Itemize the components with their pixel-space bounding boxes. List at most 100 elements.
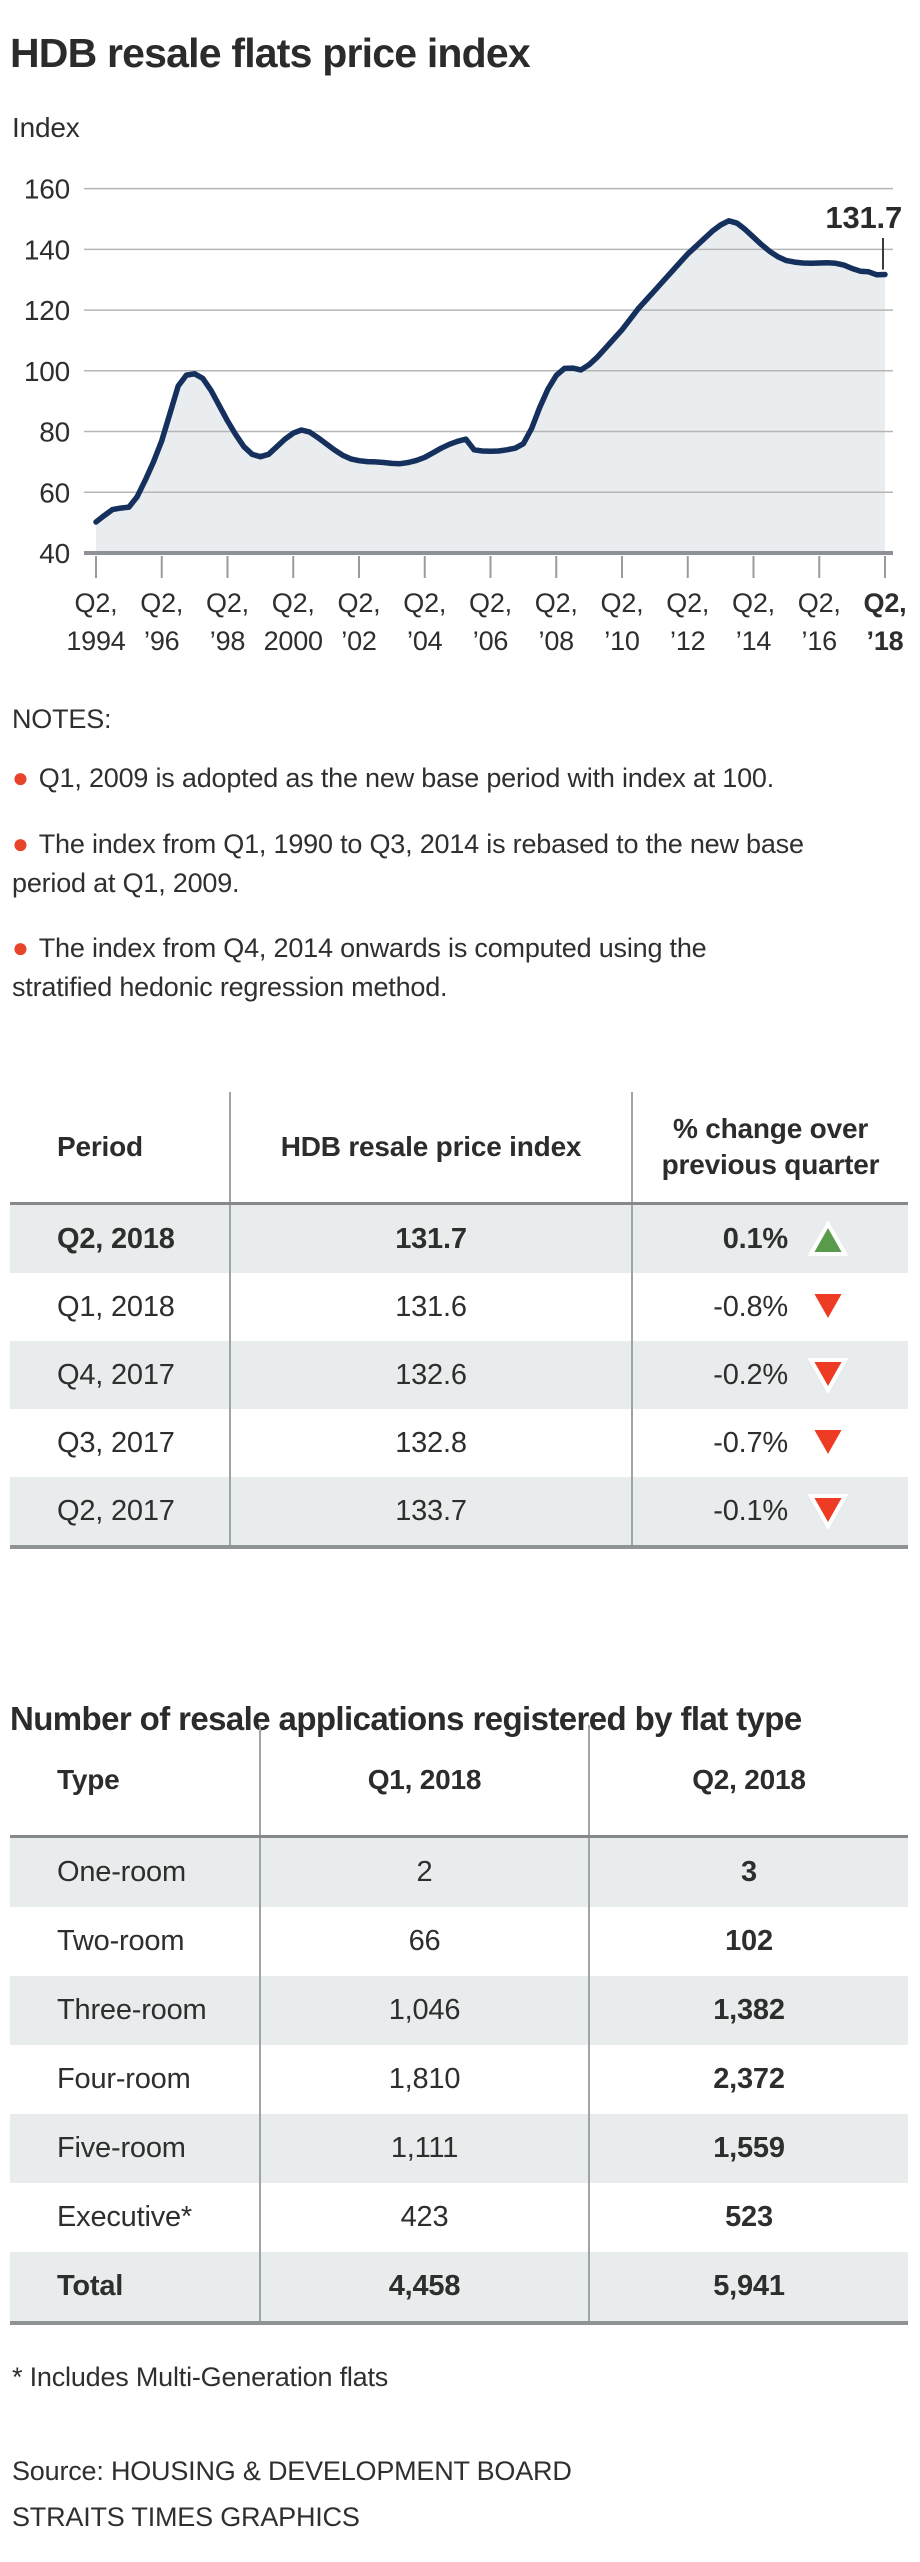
change-cell: -0.8% [631,1273,908,1341]
y-axis-tick-label: 160 [24,174,70,205]
applications-table-row: One-room 2 3 [10,1838,908,1907]
y-axis-tick-label: 120 [24,295,70,326]
q1-value-cell: 423 [259,2183,588,2252]
q2-value-cell: 1,559 [588,2114,908,2183]
down-triangle-icon [808,1426,848,1461]
price-table-row: Q4, 2017 132.6 -0.2% [10,1341,908,1409]
notes-section: NOTES: ● Q1, 2009 is adopted as the new b… [12,700,812,1032]
y-axis-tick-label: 40 [39,538,70,569]
source-line: Source: HOUSING & DEVELOPMENT BOARD [12,2456,572,2486]
applications-table-row: Five-room 1,111 1,559 [10,2114,908,2183]
price-table-body: Q2, 2018 131.7 0.1% Q1, 2018 131.6 -0.8% Q4, 2… [10,1202,908,1545]
index-cell: 133.7 [229,1477,631,1545]
x-axis-tick-label: Q2, ’14 [732,588,775,656]
applications-heading: Number of resale applications registered… [10,1700,802,1737]
credit-line: STRAITS TIMES GRAPHICS [12,2502,360,2533]
index-header: HDB resale price index [229,1092,631,1202]
down-triangle-icon [808,1494,848,1529]
q2-value-cell: 523 [588,2183,908,2252]
down-triangle-icon [808,1290,848,1325]
up-triangle-icon [808,1221,848,1256]
table-footnote: * Includes Multi-Generation flats [12,2362,389,2392]
period-cell: Q1, 2018 [57,1290,175,1323]
source-block: Source: HOUSING & DEVELOPMENT BOARD STRA… [12,2448,572,2541]
change-value: 0.1% [722,1222,789,1255]
type-cell: One-room [57,1856,186,1888]
index-cell: 132.6 [229,1341,631,1409]
note-item: ● The index from Q1, 1990 to Q3, 2014 is … [12,824,812,902]
down-triangle-icon [808,1358,848,1393]
x-axis-tick-label: Q2, ’02 [338,588,381,656]
change-value: -0.7% [713,1426,788,1459]
type-cell: Total [57,2270,124,2302]
note-text: Q1, 2009 is adopted as the new base peri… [38,763,775,794]
x-axis-tick-label: Q2, ’16 [798,588,841,656]
price-table-header: Period HDB resale price index % change o… [10,1092,908,1202]
q2-value-cell: 3 [588,1838,908,1907]
period-cell: Q2, 2018 [57,1222,175,1255]
latest-value-label: 131.7 [825,200,902,235]
page-title: HDB resale flats price index [10,30,531,76]
x-axis-tick-label: Q2, ’18 [864,588,907,656]
x-axis-tick-label: Q2, ’08 [535,588,578,656]
applications-table-row: Total 4,458 5,941 [10,2252,908,2321]
price-index-table: Period HDB resale price index % change o… [10,1092,908,1549]
bullet-icon: ● [12,762,29,794]
x-axis-tick-label: Q2, ’96 [140,588,183,656]
y-axis-tick-label: 60 [39,477,70,508]
q1-value-cell: 1,111 [259,2114,588,2183]
price-table-row: Q3, 2017 132.8 -0.7% [10,1409,908,1477]
price-table-row: Q2, 2018 131.7 0.1% [10,1205,908,1273]
q1-header: Q1, 2018 [259,1725,588,1835]
period-cell: Q2, 2017 [57,1494,175,1527]
applications-table-body: One-room 2 3 Two-room 66 102 Three-room 1,046 1,… [10,1835,908,2321]
q1-value-cell: 4,458 [259,2252,588,2321]
x-axis-tick-label: Q2, ’10 [601,588,644,656]
y-axis-title: Index [12,112,80,143]
q1-value-cell: 1,046 [259,1976,588,2045]
change-cell: -0.1% [631,1477,908,1545]
y-axis-tick-label: 80 [39,417,70,448]
type-cell: Five-room [57,2132,186,2164]
x-axis-tick-label: Q2, ’12 [666,588,709,656]
applications-table-header: Type Q1, 2018 Q2, 2018 [10,1725,908,1835]
index-cell: 132.8 [229,1409,631,1477]
note-text: The index from Q1, 1990 to Q3, 2014 is r… [12,829,804,898]
bullet-icon: ● [12,828,29,860]
change-cell: -0.7% [631,1409,908,1477]
change-cell: 0.1% [631,1205,908,1273]
x-axis-tick-label: Q2, ’98 [206,588,249,656]
period-cell: Q4, 2017 [57,1358,175,1391]
type-cell: Four-room [57,2063,191,2095]
index-cell: 131.6 [229,1273,631,1341]
applications-table-row: Three-room 1,046 1,382 [10,1976,908,2045]
bullet-icon: ● [12,932,29,964]
x-axis-tick-label: Q2, ’04 [403,588,446,656]
change-value: -0.1% [713,1494,788,1527]
applications-table-row: Executive* 423 523 [10,2183,908,2252]
type-cell: Executive* [57,2201,193,2233]
q1-value-cell: 66 [259,1907,588,1976]
applications-table-row: Two-room 66 102 [10,1907,908,1976]
change-value: -0.8% [713,1290,788,1323]
q2-value-cell: 2,372 [588,2045,908,2114]
q2-header: Q2, 2018 [588,1725,908,1835]
x-axis-tick-label: Q2, ’06 [469,588,512,656]
period-cell: Q3, 2017 [57,1426,175,1459]
price-table-row: Q1, 2018 131.6 -0.8% [10,1273,908,1341]
area-fill [96,220,885,554]
change-header: % change over previous quarter [631,1092,908,1202]
price-table-row: Q2, 2017 133.7 -0.1% [10,1477,908,1545]
type-cell: Three-room [57,1994,207,2026]
x-axis-tick-label: Q2, 1994 [66,588,125,656]
period-header: Period [57,1131,143,1162]
y-axis-tick-label: 140 [24,234,70,265]
price-index-line [93,218,888,525]
notes-heading: NOTES: [12,704,112,734]
index-cell: 131.7 [229,1205,631,1273]
type-header: Type [57,1764,120,1795]
applications-table: Type Q1, 2018 Q2, 2018 One-room 2 3 Two-roo… [10,1725,908,2325]
q2-value-cell: 5,941 [588,2252,908,2321]
note-item: ● Q1, 2009 is adopted as the new base per… [12,758,812,798]
